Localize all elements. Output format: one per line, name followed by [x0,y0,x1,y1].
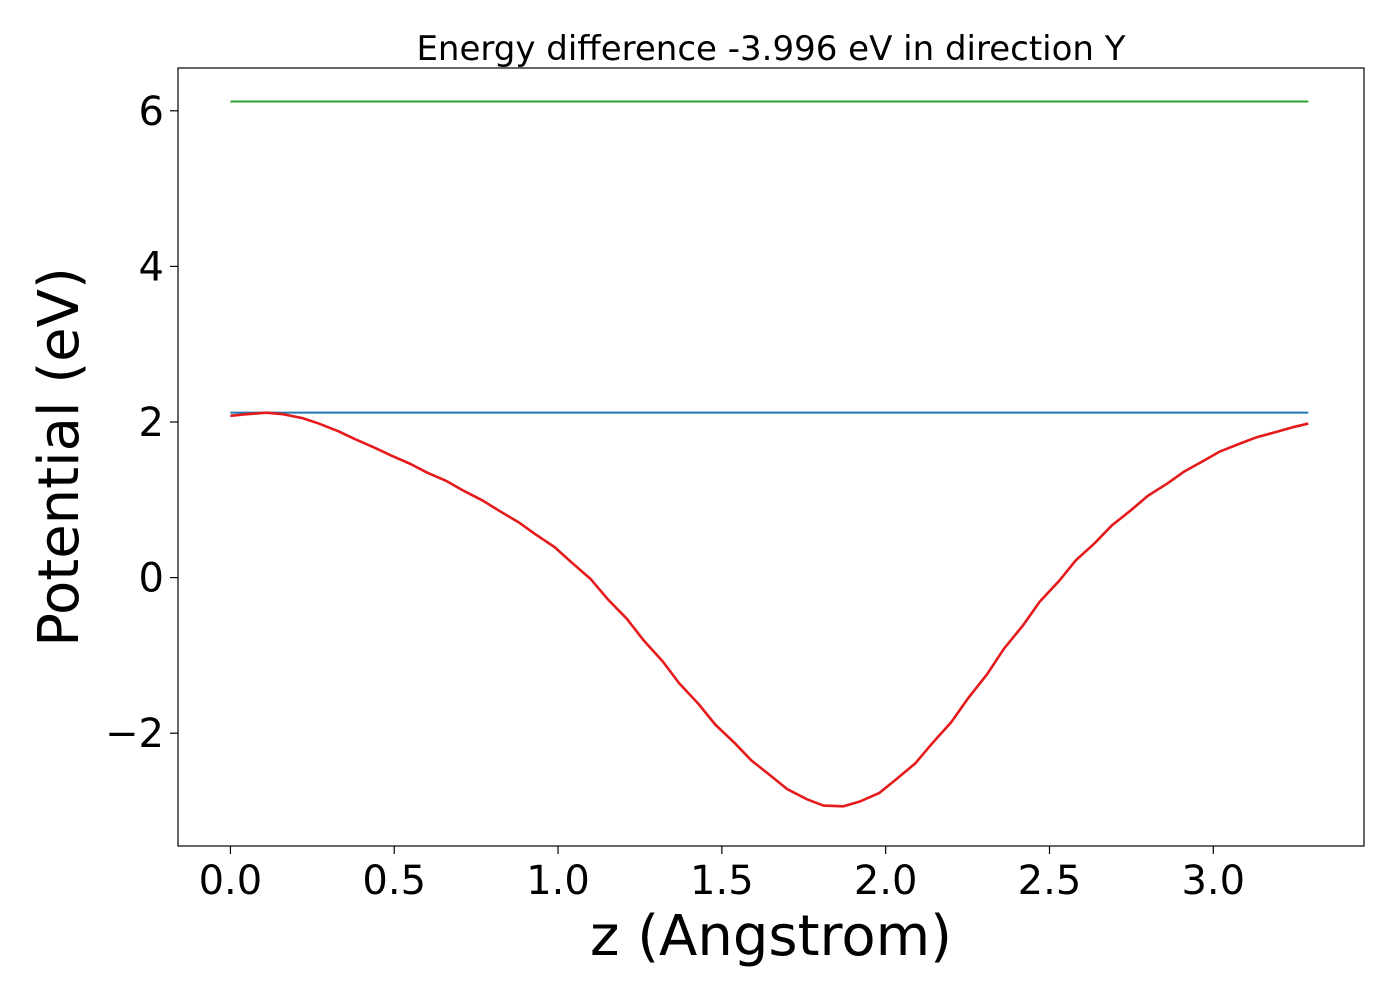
chart-title: Energy difference -3.996 eV in direction… [416,29,1125,69]
x-axis-label: z (Angstrom) [590,904,952,969]
x-tick-label: 2.0 [854,858,918,904]
x-tick-label: 0.0 [199,858,263,904]
y-axis-ticks: −2 0 2 4 6 [105,89,178,757]
y-tick-label: 6 [139,89,164,135]
x-tick-label: 1.5 [690,858,754,904]
y-tick-label: −2 [105,711,164,757]
y-axis-label: Potential (eV) [27,267,92,647]
series-layer [230,100,1309,808]
y-tick-label: 2 [139,400,164,446]
series-line-3 [230,411,1309,808]
x-tick-label: 3.0 [1181,858,1245,904]
y-tick-label: 4 [139,244,164,290]
x-tick-label: 1.0 [526,858,590,904]
x-axis-ticks: 0.0 0.5 1.0 1.5 2.0 2.5 3.0 [199,846,1245,904]
y-tick-label: 0 [139,556,164,602]
x-tick-label: 2.5 [1018,858,1082,904]
plot-frame [177,67,1365,847]
x-tick-label: 0.5 [362,858,426,904]
